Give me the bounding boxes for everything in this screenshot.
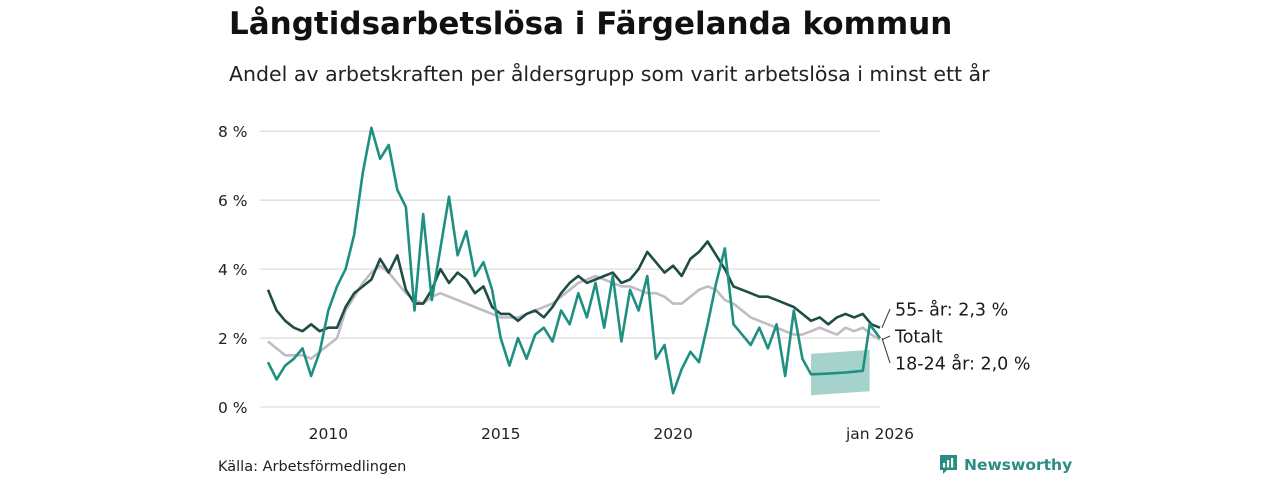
grid bbox=[260, 130, 880, 408]
x-tick-label-0: 2010 bbox=[309, 425, 348, 443]
series-line-55-r bbox=[266, 240, 881, 333]
x-tick-label-3: jan 2026 bbox=[845, 425, 914, 443]
series-label-totalt: Totalt bbox=[894, 328, 943, 348]
x-axis: 2010 2015 2020 jan 2026 bbox=[309, 425, 914, 443]
y-axis: 0 % 2 % 4 % 6 % 8 % bbox=[218, 123, 248, 417]
y-tick-label-2: 4 % bbox=[218, 261, 248, 279]
series-line-18-24-r bbox=[266, 126, 882, 395]
chart-title: Långtidsarbetslösa i Färgelanda kommun bbox=[229, 6, 953, 42]
source-note: Källa: Arbetsförmedlingen bbox=[218, 459, 407, 475]
label-leader-18-24-r bbox=[881, 337, 891, 364]
label-leader-55-r bbox=[881, 308, 891, 328]
series-label-18-24-r: 18-24 år: 2,0 % bbox=[895, 354, 1031, 375]
series-labels: Totalt 55- år: 2,3 % 18-24 år: 2,0 % bbox=[881, 300, 1031, 375]
series-label-55-r: 55- år: 2,3 % bbox=[895, 300, 1008, 321]
x-tick-label-2: 2020 bbox=[653, 425, 692, 443]
brand-name: Newsworthy bbox=[964, 455, 1073, 474]
y-tick-label-4: 8 % bbox=[218, 123, 248, 141]
newsworthy-logo-icon bbox=[940, 455, 957, 474]
y-tick-label-0: 0 % bbox=[218, 399, 248, 417]
chart-subtitle: Andel av arbetskraften per åldersgrupp s… bbox=[229, 62, 990, 86]
y-tick-label-3: 6 % bbox=[218, 192, 248, 210]
y-tick-label-1: 2 % bbox=[218, 330, 248, 348]
brand-logo[interactable]: Newsworthy bbox=[939, 454, 1072, 475]
label-leader-totalt bbox=[881, 335, 891, 341]
x-tick-label-1: 2015 bbox=[481, 425, 520, 443]
series-lines bbox=[266, 126, 882, 395]
